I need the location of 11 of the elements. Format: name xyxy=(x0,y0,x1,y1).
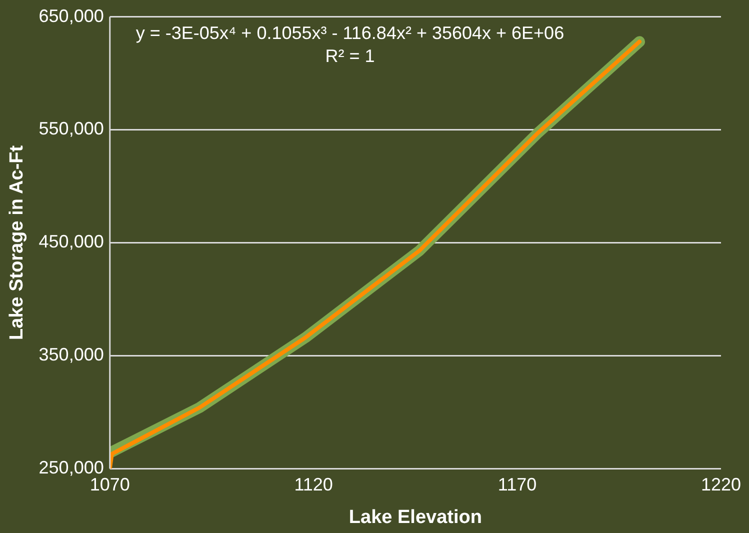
y-tick-label: 550,000 xyxy=(38,118,104,139)
y-tick-label: 650,000 xyxy=(38,6,104,26)
x-tick-label: 1170 xyxy=(498,474,537,494)
x-axis-title: Lake Elevation xyxy=(348,506,482,528)
y-axis-title: Lake Storage in Ac-Ft xyxy=(6,144,28,340)
y-tick-label: 450,000 xyxy=(38,232,104,252)
x-tick-label: 1120 xyxy=(294,474,333,494)
x-tick-label: 1220 xyxy=(700,474,742,494)
annotation: y = -3E-05x⁴ + 0.1055x³ - 116.84x² + 35604x + 6E+06 xyxy=(136,22,564,45)
annotation: R² = 1 xyxy=(325,46,375,66)
y-tick-label: 350,000 xyxy=(38,344,104,365)
